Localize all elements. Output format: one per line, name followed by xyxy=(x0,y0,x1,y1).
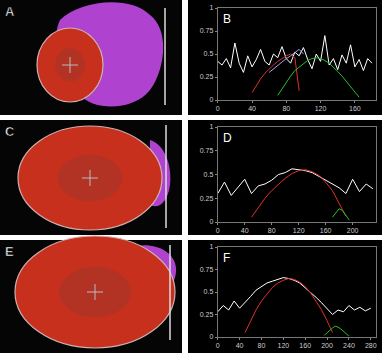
svg-text:0.5: 0.5 xyxy=(204,171,214,178)
svg-text:0.75: 0.75 xyxy=(200,27,214,34)
svg-text:120: 120 xyxy=(315,105,327,112)
svg-text:0.75: 0.75 xyxy=(200,266,214,273)
svg-text:240: 240 xyxy=(343,342,355,349)
svg-text:0: 0 xyxy=(209,333,213,340)
svg-text:E: E xyxy=(5,244,14,259)
svg-text:280: 280 xyxy=(365,342,377,349)
svg-text:A: A xyxy=(5,4,15,19)
svg-text:0.25: 0.25 xyxy=(200,73,214,80)
svg-text:40: 40 xyxy=(236,342,244,349)
svg-text:0: 0 xyxy=(216,342,220,349)
svg-text:80: 80 xyxy=(268,227,276,234)
svg-text:120: 120 xyxy=(277,342,289,349)
svg-text:0: 0 xyxy=(209,96,213,103)
svg-text:1: 1 xyxy=(209,123,213,130)
svg-text:200: 200 xyxy=(321,342,333,349)
svg-text:200: 200 xyxy=(347,227,359,234)
svg-text:0.25: 0.25 xyxy=(200,195,214,202)
svg-text:F: F xyxy=(223,251,230,265)
svg-text:160: 160 xyxy=(349,105,361,112)
svg-text:0.25: 0.25 xyxy=(200,311,214,318)
svg-text:0.75: 0.75 xyxy=(200,147,214,154)
svg-text:40: 40 xyxy=(241,227,249,234)
svg-text:160: 160 xyxy=(320,227,332,234)
svg-text:80: 80 xyxy=(282,105,290,112)
svg-text:120: 120 xyxy=(293,227,305,234)
svg-text:160: 160 xyxy=(299,342,311,349)
svg-text:80: 80 xyxy=(258,342,266,349)
svg-text:0.5: 0.5 xyxy=(204,50,214,57)
svg-text:D: D xyxy=(223,131,232,145)
svg-text:0: 0 xyxy=(216,227,220,234)
svg-text:C: C xyxy=(5,124,15,139)
svg-text:1: 1 xyxy=(209,4,213,11)
svg-text:40: 40 xyxy=(248,105,256,112)
svg-text:1: 1 xyxy=(209,243,213,250)
svg-text:0: 0 xyxy=(209,218,213,225)
svg-text:0.5: 0.5 xyxy=(204,288,214,295)
svg-text:0: 0 xyxy=(216,105,220,112)
svg-text:B: B xyxy=(223,12,231,26)
